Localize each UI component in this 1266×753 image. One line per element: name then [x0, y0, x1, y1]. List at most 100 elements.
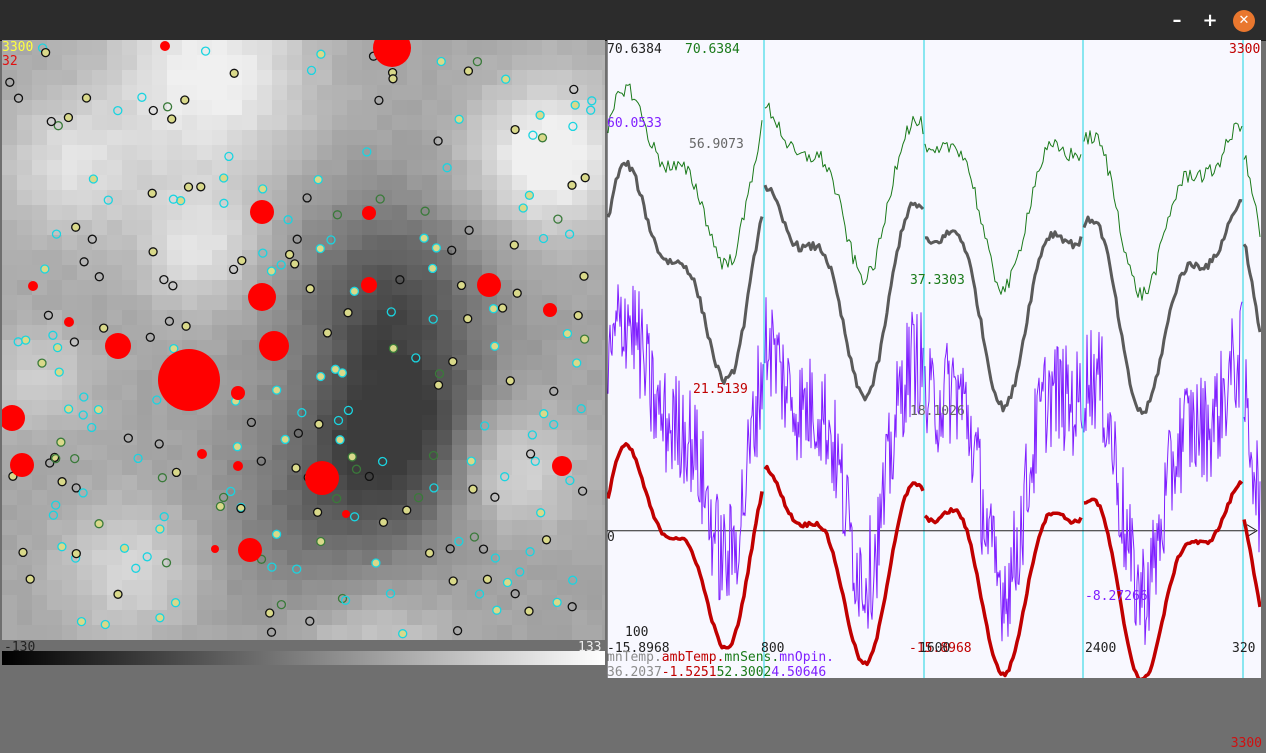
sensor-marker — [433, 380, 444, 390]
event-marker — [2, 405, 25, 431]
series-line-mnopin — [607, 284, 764, 601]
sensor-marker — [297, 408, 307, 418]
timeseries-plot[interactable]: 70.6384 70.6384 60.0533 56.9073 37.3303 … — [607, 40, 1261, 678]
window-titlebar: – + ✕ — [0, 0, 1266, 41]
sensor-marker — [45, 458, 55, 468]
sensor-marker — [292, 234, 302, 244]
sensor-marker — [497, 303, 508, 313]
sensor-marker — [133, 453, 143, 464]
event-marker — [305, 461, 339, 495]
sensor-marker — [474, 589, 485, 599]
sensor-marker — [152, 395, 162, 405]
sensor-marker — [290, 259, 300, 269]
sensor-marker — [488, 304, 499, 314]
series-line-mnopin — [1243, 359, 1261, 553]
minimize-button[interactable]: – — [1172, 10, 1182, 31]
sensor-marker — [442, 163, 452, 173]
sensor-marker — [219, 173, 229, 183]
sensor-marker — [229, 68, 239, 78]
gray-min-label: 18.1026 — [910, 404, 965, 419]
sensor-marker — [168, 194, 179, 204]
sensor-marker — [347, 452, 357, 462]
sensor-marker — [145, 332, 155, 342]
sensor-marker — [343, 308, 353, 318]
event-marker — [105, 333, 131, 359]
sensor-marker — [428, 450, 439, 461]
sensor-marker — [256, 456, 266, 466]
sensor-marker — [515, 567, 525, 577]
sensor-marker — [266, 266, 277, 276]
sensor-marker — [164, 316, 175, 326]
sensor-marker — [54, 367, 64, 377]
sensor-marker — [81, 93, 92, 103]
series-line-mnsens — [1243, 155, 1261, 237]
series-line-mnopin — [1083, 301, 1243, 645]
sensor-marker — [573, 310, 583, 321]
sensor-marker — [170, 598, 181, 608]
sensor-marker — [305, 616, 315, 626]
hundred-label: 100 — [625, 625, 649, 640]
sensor-marker — [377, 456, 388, 467]
sensor-marker — [43, 310, 54, 320]
sensor-marker — [501, 74, 511, 84]
sensor-marker — [265, 608, 275, 618]
sensor-marker — [228, 264, 239, 275]
sensor-marker — [535, 110, 545, 120]
series-line-ambtemp — [607, 442, 764, 650]
sensor-marker — [159, 512, 169, 522]
sensor-marker — [587, 96, 597, 106]
sensor-marker — [236, 503, 246, 514]
series-line-mntemp — [1082, 199, 1243, 415]
sensor-marker — [267, 562, 277, 572]
sensor-marker — [452, 626, 463, 636]
sensor-marker — [419, 233, 429, 243]
sensor-marker — [562, 328, 573, 339]
sensor-marker — [433, 136, 443, 146]
sensor-marker — [429, 483, 439, 493]
sensor-marker — [137, 92, 147, 102]
sensor-marker — [276, 260, 286, 270]
sensor-marker — [454, 114, 464, 124]
sensor-marker — [305, 284, 315, 294]
sensor-marker — [340, 595, 351, 605]
close-icon: ✕ — [1238, 13, 1250, 28]
sensor-marker — [291, 463, 301, 473]
sensor-marker — [549, 419, 559, 430]
sensor-marker — [142, 552, 152, 562]
series-line-mnsens — [607, 83, 763, 270]
legend-name-mntemp: mnTemp. — [607, 650, 662, 665]
sensor-marker — [219, 198, 229, 208]
heatmap-panel[interactable]: 3300 32 — [2, 40, 605, 640]
sensor-marker — [343, 405, 354, 416]
sensor-marker — [148, 105, 158, 116]
sensor-marker — [337, 368, 347, 378]
sensor-marker — [468, 484, 478, 494]
event-marker — [543, 303, 557, 317]
sensor-marker — [312, 507, 323, 517]
event-marker — [64, 317, 74, 327]
sensor-marker — [200, 46, 211, 56]
sensor-marker — [386, 307, 396, 317]
series-line-ambtemp — [1083, 480, 1244, 678]
sensor-marker — [576, 404, 586, 414]
sensor-marker — [87, 422, 97, 433]
sensor-marker — [119, 543, 130, 553]
sensor-marker — [232, 442, 243, 452]
green-max-label: 70.6384 — [685, 42, 740, 57]
sensor-marker — [21, 335, 31, 345]
sensor-marker — [541, 535, 552, 545]
heatmap-canvas — [2, 40, 605, 640]
event-marker — [233, 461, 243, 471]
sensor-marker — [56, 437, 66, 447]
event-marker — [361, 277, 377, 293]
close-button[interactable]: ✕ — [1233, 10, 1255, 32]
sensor-marker — [306, 65, 317, 76]
series-line-mntemp — [607, 159, 764, 385]
sensor-marker — [48, 510, 59, 520]
sensor-marker — [431, 243, 442, 253]
sensor-marker — [48, 330, 58, 340]
legend-values: 36.2037-1.525152.30024.50646 — [607, 666, 826, 680]
maximize-button[interactable]: + — [1202, 10, 1218, 31]
sensor-marker — [510, 124, 520, 135]
sensor-marker — [413, 492, 424, 503]
